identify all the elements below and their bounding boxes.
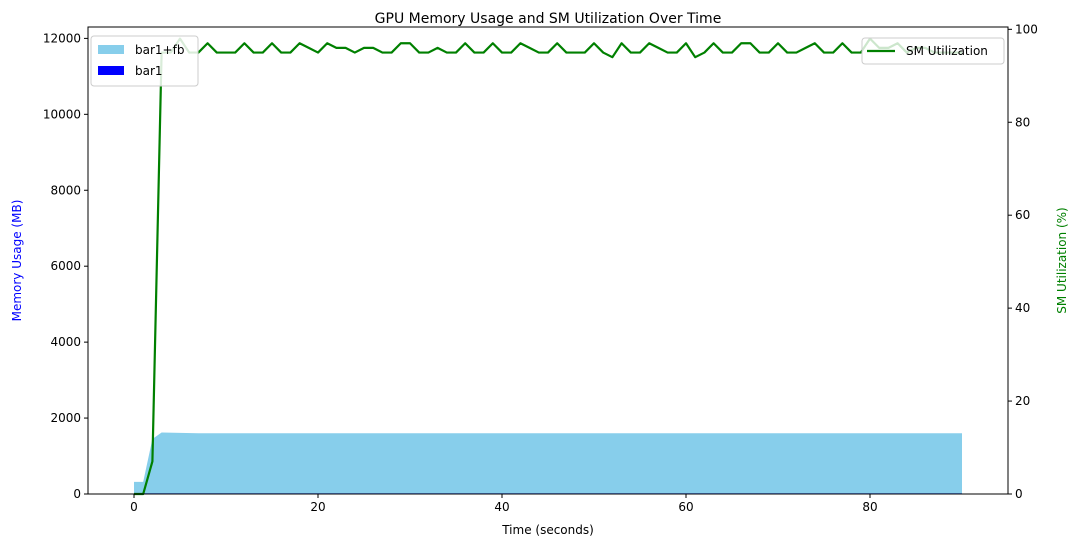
y-left-tick-label: 0 bbox=[73, 487, 81, 501]
legend-right: SM Utilization bbox=[861, 37, 1005, 65]
legend-label-bar1-fb: bar1+fb bbox=[135, 43, 184, 57]
y-right-tick-label: 20 bbox=[1015, 394, 1030, 408]
y-right-axis-ticks: 0 20 40 60 80 100 bbox=[1008, 22, 1038, 501]
legend-swatch-bar1-fb bbox=[98, 45, 124, 54]
x-tick-label: 40 bbox=[494, 500, 509, 514]
area-bar1-fb bbox=[134, 432, 962, 494]
y-left-tick-label: 8000 bbox=[50, 183, 81, 197]
y-left-tick-label: 4000 bbox=[50, 335, 81, 349]
y-right-tick-label: 40 bbox=[1015, 301, 1030, 315]
sm-utilization-line bbox=[134, 37, 962, 496]
x-tick-label: 80 bbox=[862, 500, 877, 514]
legend-left: bar1+fb bar1 bbox=[90, 35, 199, 87]
chart-title: GPU Memory Usage and SM Utilization Over… bbox=[375, 11, 722, 27]
legend-label-bar1: bar1 bbox=[135, 64, 163, 78]
legend-right-frame bbox=[861, 37, 1005, 65]
y-left-tick-label: 6000 bbox=[50, 259, 81, 273]
x-tick-label: 20 bbox=[310, 500, 325, 514]
x-tick-label: 60 bbox=[678, 500, 693, 514]
legend-label-sm-utilization: SM Utilization bbox=[906, 44, 988, 58]
y-left-tick-label: 2000 bbox=[50, 411, 81, 425]
sm-utilization-line-group bbox=[134, 37, 962, 496]
y-right-tick-label: 60 bbox=[1015, 208, 1030, 222]
legend-swatch-bar1 bbox=[98, 66, 124, 75]
y-left-tick-label: 10000 bbox=[43, 107, 81, 121]
x-axis-ticks: 0 20 40 60 80 bbox=[130, 494, 878, 514]
memory-areas bbox=[134, 432, 962, 494]
x-tick-label: 0 bbox=[130, 500, 138, 514]
plot-frame bbox=[87, 26, 1009, 495]
y-left-axis-ticks: 0 2000 4000 6000 8000 10000 12000 bbox=[43, 31, 88, 501]
x-axis-label: Time (seconds) bbox=[501, 523, 594, 537]
y-right-tick-label: 80 bbox=[1015, 115, 1030, 129]
y-right-tick-label: 100 bbox=[1015, 22, 1038, 36]
y-left-tick-label: 12000 bbox=[43, 31, 81, 45]
y-right-tick-label: 0 bbox=[1015, 487, 1023, 501]
y-right-axis-label: SM Utilization (%) bbox=[1055, 207, 1069, 314]
y-left-axis-label: Memory Usage (MB) bbox=[10, 200, 24, 322]
